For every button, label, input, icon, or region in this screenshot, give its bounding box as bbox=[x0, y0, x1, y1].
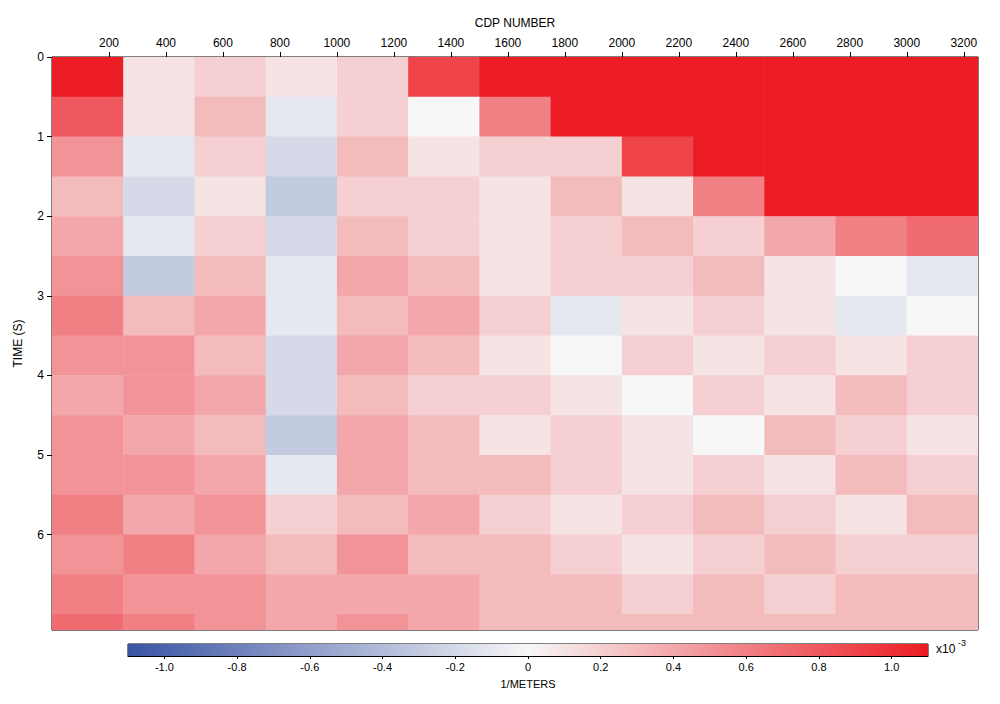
svg-text:1600: 1600 bbox=[495, 36, 522, 50]
svg-text:0.8: 0.8 bbox=[811, 661, 826, 673]
svg-text:0: 0 bbox=[525, 661, 531, 673]
svg-text:1/METERS: 1/METERS bbox=[500, 678, 555, 690]
svg-text:4: 4 bbox=[37, 368, 44, 382]
svg-text:3: 3 bbox=[37, 289, 44, 303]
svg-text:400: 400 bbox=[156, 36, 176, 50]
svg-text:0: 0 bbox=[37, 50, 44, 64]
svg-text:2800: 2800 bbox=[836, 36, 863, 50]
svg-text:CDP NUMBER: CDP NUMBER bbox=[475, 16, 556, 30]
svg-text:1000: 1000 bbox=[324, 36, 351, 50]
svg-text:3200: 3200 bbox=[950, 36, 977, 50]
svg-text:2200: 2200 bbox=[665, 36, 692, 50]
svg-text:-0.8: -0.8 bbox=[228, 661, 247, 673]
svg-text:1800: 1800 bbox=[552, 36, 579, 50]
svg-text:2600: 2600 bbox=[779, 36, 806, 50]
svg-text:1.0: 1.0 bbox=[884, 661, 899, 673]
svg-text:5: 5 bbox=[37, 448, 44, 462]
svg-text:2400: 2400 bbox=[722, 36, 749, 50]
svg-text:2000: 2000 bbox=[608, 36, 635, 50]
svg-text:0.4: 0.4 bbox=[666, 661, 681, 673]
svg-text:0.2: 0.2 bbox=[593, 661, 608, 673]
svg-text:1: 1 bbox=[37, 130, 44, 144]
svg-text:3000: 3000 bbox=[893, 36, 920, 50]
svg-text:-0.6: -0.6 bbox=[300, 661, 319, 673]
svg-text:800: 800 bbox=[270, 36, 290, 50]
svg-text:x10: x10 bbox=[936, 642, 956, 656]
svg-text:TIME (S): TIME (S) bbox=[11, 320, 25, 368]
svg-text:-3: -3 bbox=[958, 638, 966, 648]
svg-text:0.6: 0.6 bbox=[739, 661, 754, 673]
svg-text:-0.4: -0.4 bbox=[373, 661, 392, 673]
svg-text:1400: 1400 bbox=[438, 36, 465, 50]
svg-text:1200: 1200 bbox=[381, 36, 408, 50]
svg-text:-0.2: -0.2 bbox=[446, 661, 465, 673]
svg-text:-1.0: -1.0 bbox=[155, 661, 174, 673]
svg-text:600: 600 bbox=[213, 36, 233, 50]
svg-text:200: 200 bbox=[99, 36, 119, 50]
svg-text:6: 6 bbox=[37, 528, 44, 542]
svg-text:2: 2 bbox=[37, 209, 44, 223]
